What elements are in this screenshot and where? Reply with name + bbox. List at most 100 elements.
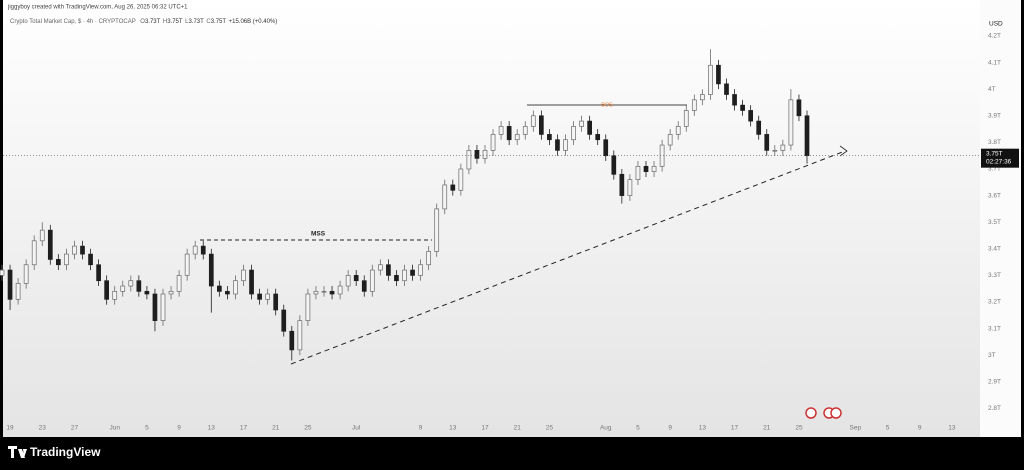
x-tick-label: 13	[699, 425, 707, 432]
candle-body	[651, 165, 657, 172]
candle-body	[265, 293, 270, 300]
x-tick-label: 9	[177, 425, 181, 432]
candle-body	[305, 293, 311, 321]
candle-body	[152, 293, 158, 321]
candle-body	[619, 173, 625, 196]
countdown: 02:27:36	[986, 158, 1012, 165]
high-label: H	[163, 19, 167, 25]
low-value: 3.73T	[188, 19, 204, 25]
open-label: O	[140, 19, 145, 25]
x-tick-label: 19	[6, 425, 14, 432]
candle-body	[603, 139, 609, 157]
candle-body	[378, 264, 383, 271]
candle-body	[434, 208, 440, 252]
candle-body	[514, 134, 520, 141]
y-tick-label: 3.6T	[988, 192, 1001, 199]
candle-body	[120, 285, 126, 292]
last-price-box	[981, 148, 1019, 168]
plot-background	[3, 0, 1021, 437]
candle-body	[764, 134, 770, 151]
x-tick-label: 17	[481, 425, 489, 432]
candle-body	[506, 126, 512, 141]
candle-body	[72, 245, 77, 255]
candle-body	[587, 120, 593, 135]
x-tick-label: 13	[449, 425, 457, 432]
candle-body	[699, 94, 705, 101]
candle-body	[708, 64, 713, 95]
y-tick-label: 2.8T	[988, 405, 1001, 412]
y-tick-label: 3.4T	[988, 246, 1001, 253]
x-tick-label: 13	[948, 425, 956, 432]
candle-body	[498, 126, 504, 135]
y-tick-label: 3.2T	[988, 299, 1001, 306]
candle-body	[538, 115, 544, 135]
y-tick-label: 3T	[988, 352, 996, 359]
credit: jiggyboy created with TradingView.com, A…	[7, 5, 188, 11]
candle-body	[740, 104, 745, 111]
candle-body	[168, 291, 174, 295]
candle-body	[289, 330, 295, 351]
candle-body	[450, 184, 456, 191]
x-tick-label: 5	[145, 425, 149, 432]
candle-body	[200, 245, 206, 255]
symbol: Crypto Total Market Cap, $ · 4h · CRYPTO…	[10, 19, 136, 25]
brand-name: TradingView	[30, 445, 101, 459]
candle-body	[547, 134, 552, 141]
y-tick-label: 3.7T	[988, 166, 1001, 173]
x-tick-label: 23	[39, 425, 47, 432]
candle-body	[217, 285, 222, 292]
candles	[0, 49, 810, 361]
change: +15.06B (+0.40%)	[229, 19, 278, 25]
candle-body	[257, 293, 262, 300]
y-tick-label: 3.5T	[988, 219, 1001, 226]
high-value: 3.75T	[167, 19, 183, 25]
candle-body	[47, 229, 53, 260]
bos-label: BOS	[601, 102, 613, 108]
candle-body	[64, 253, 69, 266]
candle-body	[88, 253, 93, 266]
candle-body	[55, 259, 61, 266]
logo-icon	[8, 446, 27, 458]
candle-body	[756, 120, 762, 135]
candle-body	[297, 320, 303, 351]
candle-body	[96, 264, 101, 282]
candle-body	[369, 269, 375, 292]
candle-body	[667, 134, 673, 146]
candle-body	[490, 134, 496, 151]
candle-body	[7, 269, 13, 300]
x-tick-label: 13	[208, 425, 216, 432]
x-tick-label: 17	[731, 425, 739, 432]
candle-body	[353, 275, 359, 282]
candle-body	[136, 280, 142, 292]
candle-body	[683, 110, 689, 127]
event-icon[interactable]	[805, 407, 817, 419]
candle-body	[184, 253, 190, 276]
candle-body	[772, 150, 778, 152]
y-tick-label: 2.9T	[988, 379, 1001, 386]
candle-body	[474, 150, 480, 159]
candle-body	[732, 94, 737, 106]
candle-body	[394, 275, 399, 282]
candle-body	[426, 251, 431, 266]
candle-body	[144, 291, 150, 295]
event-icons	[805, 407, 842, 419]
y-tick-label: 3.8T	[988, 139, 1001, 146]
candle-body	[530, 115, 536, 127]
x-tick-label: Jul	[352, 425, 361, 432]
ohlc-legend: Crypto Total Market Cap, $ · 4h · CRYPTO…	[10, 19, 277, 25]
candle-body	[321, 291, 327, 293]
footer-bar	[0, 437, 1024, 470]
candle-body	[313, 291, 319, 295]
candle-body	[402, 269, 407, 282]
candle-body	[804, 115, 810, 157]
x-tick-label: 27	[71, 425, 79, 432]
candle-body	[563, 139, 568, 151]
candle-body	[337, 285, 343, 295]
candle-body	[273, 293, 279, 311]
axes: 2.8T 2.9T 3T 3.1T 3.2T 3.3T 3.4T 3.5T 3.6T 3.7T 3.…	[3, 33, 1019, 432]
candle-body	[281, 309, 287, 332]
event-icon[interactable]	[830, 407, 842, 419]
candle-body	[691, 99, 697, 111]
